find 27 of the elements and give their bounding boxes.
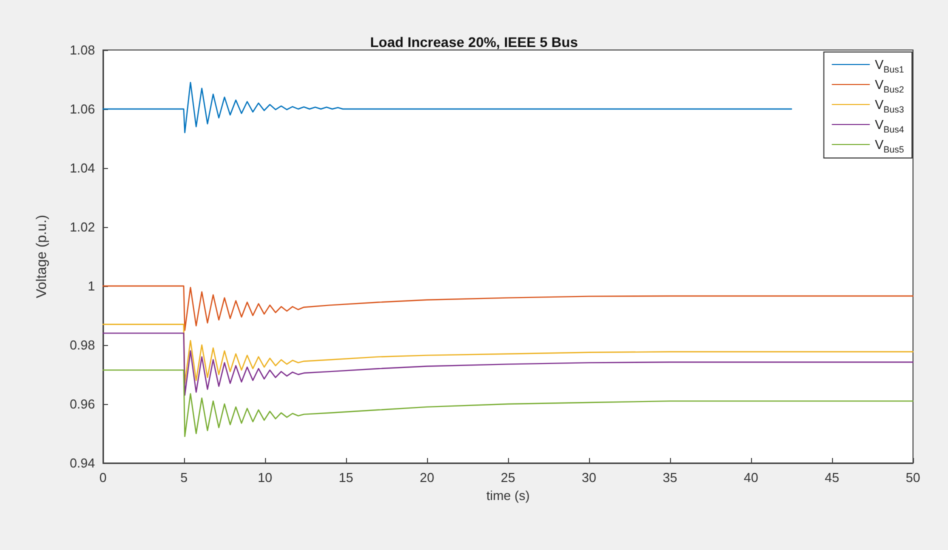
x-tick-label: 40 [744,470,758,485]
x-tick-label: 0 [99,470,107,485]
x-tick-label: 30 [582,470,596,485]
x-tick-label: 10 [258,470,272,485]
y-tick-label: 1.02 [70,220,95,234]
x-tick-label: 35 [662,470,678,485]
x-tick-label: 5 [180,470,188,485]
x-tick-label: 45 [824,470,840,485]
x-tick-label: 25 [500,470,516,485]
line-series [102,369,914,438]
x-tick-label: 50 [906,470,920,485]
line-series [102,332,914,396]
y-tick-label: 0.98 [70,338,95,352]
y-tick-label: 1 [88,278,95,294]
y-tick-label: 1.08 [70,42,95,58]
y-tick-label: 1.06 [70,102,95,116]
x-axis-title: time (s) [486,488,530,503]
y-tick-label: 1.04 [70,160,95,176]
y-tick-label: 0.96 [70,396,95,412]
y-tick-label: 0.94 [70,456,95,470]
chart-title: Load Increase 20%, IEEE 5 Bus [370,34,578,50]
y-axis-title: Voltage (p.u.) [33,214,49,298]
line-series [102,285,914,331]
x-tick-label: 20 [420,470,434,485]
x-tick-label: 15 [338,470,354,485]
line-series [102,82,792,134]
line-series [102,324,914,384]
